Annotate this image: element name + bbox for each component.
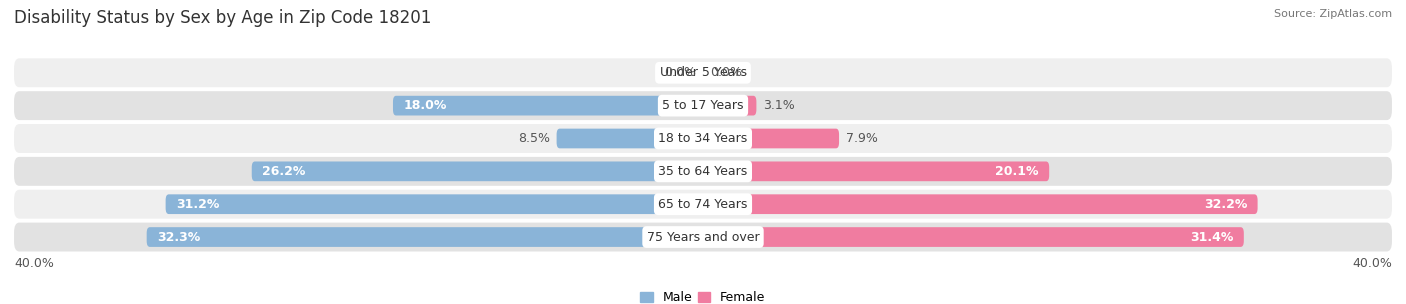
FancyBboxPatch shape: [14, 223, 1392, 251]
FancyBboxPatch shape: [14, 157, 1392, 186]
Text: 18.0%: 18.0%: [404, 99, 447, 112]
Text: 7.9%: 7.9%: [846, 132, 877, 145]
FancyBboxPatch shape: [392, 96, 703, 116]
FancyBboxPatch shape: [703, 129, 839, 148]
FancyBboxPatch shape: [146, 227, 703, 247]
Text: 40.0%: 40.0%: [14, 257, 53, 270]
FancyBboxPatch shape: [252, 161, 703, 181]
Text: 8.5%: 8.5%: [517, 132, 550, 145]
Text: Source: ZipAtlas.com: Source: ZipAtlas.com: [1274, 9, 1392, 19]
Text: 75 Years and over: 75 Years and over: [647, 230, 759, 244]
FancyBboxPatch shape: [703, 227, 1244, 247]
Legend: Male, Female: Male, Female: [636, 286, 770, 304]
Text: 0.0%: 0.0%: [710, 66, 742, 79]
Text: 32.3%: 32.3%: [157, 230, 200, 244]
FancyBboxPatch shape: [14, 190, 1392, 219]
FancyBboxPatch shape: [703, 194, 1257, 214]
Text: 3.1%: 3.1%: [763, 99, 794, 112]
FancyBboxPatch shape: [166, 194, 703, 214]
Text: 31.4%: 31.4%: [1189, 230, 1233, 244]
Text: 32.2%: 32.2%: [1204, 198, 1247, 211]
Text: Disability Status by Sex by Age in Zip Code 18201: Disability Status by Sex by Age in Zip C…: [14, 9, 432, 27]
Text: Under 5 Years: Under 5 Years: [659, 66, 747, 79]
FancyBboxPatch shape: [14, 124, 1392, 153]
Text: 18 to 34 Years: 18 to 34 Years: [658, 132, 748, 145]
Text: 26.2%: 26.2%: [262, 165, 305, 178]
FancyBboxPatch shape: [703, 161, 1049, 181]
FancyBboxPatch shape: [703, 96, 756, 116]
FancyBboxPatch shape: [14, 91, 1392, 120]
Text: 40.0%: 40.0%: [1353, 257, 1392, 270]
Text: 31.2%: 31.2%: [176, 198, 219, 211]
FancyBboxPatch shape: [14, 58, 1392, 87]
Text: 20.1%: 20.1%: [995, 165, 1039, 178]
Text: 5 to 17 Years: 5 to 17 Years: [662, 99, 744, 112]
Text: 35 to 64 Years: 35 to 64 Years: [658, 165, 748, 178]
Text: 65 to 74 Years: 65 to 74 Years: [658, 198, 748, 211]
FancyBboxPatch shape: [557, 129, 703, 148]
Text: 0.0%: 0.0%: [664, 66, 696, 79]
